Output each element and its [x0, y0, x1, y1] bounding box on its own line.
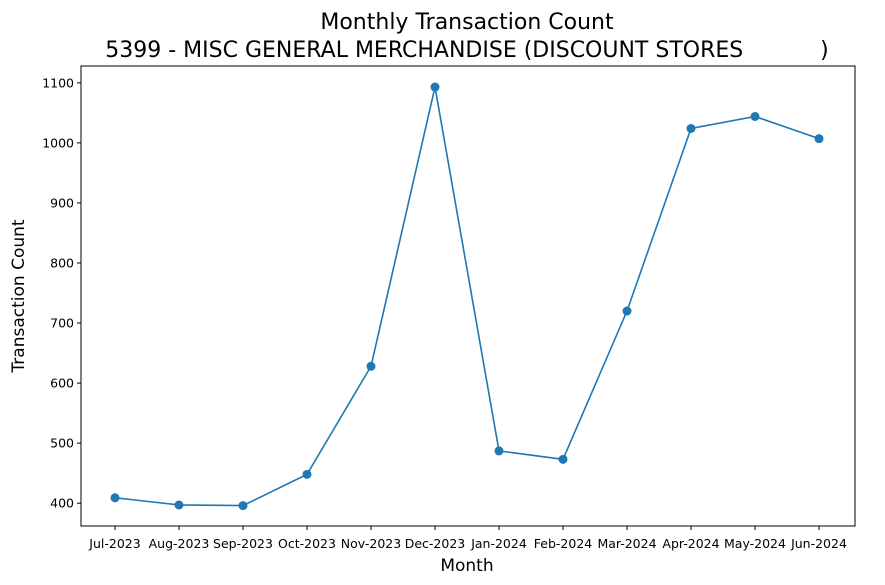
data-point — [238, 501, 248, 511]
x-tick-label: Jan-2024 — [470, 536, 527, 551]
data-point — [686, 123, 696, 133]
y-tick-label: 1100 — [42, 75, 74, 90]
data-point — [814, 134, 824, 144]
x-tick-label: Feb-2024 — [534, 536, 593, 551]
x-tick-label: Dec-2023 — [405, 536, 466, 551]
y-tick-label: 900 — [50, 195, 74, 210]
x-tick-label: Jun-2024 — [790, 536, 847, 551]
data-point — [558, 454, 568, 464]
data-point — [430, 82, 440, 92]
y-tick-label: 1000 — [42, 135, 74, 150]
plot-area — [80, 65, 856, 527]
y-axis: 400 500 600 700 800 900 1000 1100 — [42, 75, 81, 511]
data-point — [750, 111, 760, 121]
x-tick-label: Apr-2024 — [662, 536, 719, 551]
x-tick-label: Mar-2024 — [597, 536, 656, 551]
data-point — [110, 493, 120, 503]
data-point — [302, 469, 312, 479]
y-tick-label: 700 — [50, 316, 74, 331]
x-tick-label: Sep-2023 — [213, 536, 273, 551]
y-axis-label: Transaction Count — [9, 219, 29, 373]
y-tick-label: 800 — [50, 255, 74, 270]
y-tick-label: 500 — [50, 436, 74, 451]
x-axis: Jul-2023 Aug-2023 Sep-2023 Oct-2023 Nov-2023… — [88, 526, 847, 551]
series-line — [114, 86, 820, 507]
series-transaction-count — [110, 82, 824, 511]
data-point — [174, 500, 184, 510]
x-tick-label: Aug-2023 — [149, 536, 210, 551]
x-tick-label: Nov-2023 — [341, 536, 401, 551]
data-point — [622, 306, 632, 316]
x-axis-label: Month — [440, 556, 493, 576]
chart-subtitle: 5399 - MISC GENERAL MERCHANDISE (DISCOUN… — [105, 38, 829, 63]
data-point — [494, 446, 504, 456]
data-point — [366, 361, 376, 371]
chart-title: Monthly Transaction Count — [320, 10, 614, 35]
x-tick-label: May-2024 — [724, 536, 786, 551]
y-tick-label: 600 — [50, 376, 74, 391]
x-tick-label: Oct-2023 — [278, 536, 336, 551]
x-tick-label: Jul-2023 — [88, 536, 140, 551]
y-tick-label: 400 — [50, 496, 74, 511]
